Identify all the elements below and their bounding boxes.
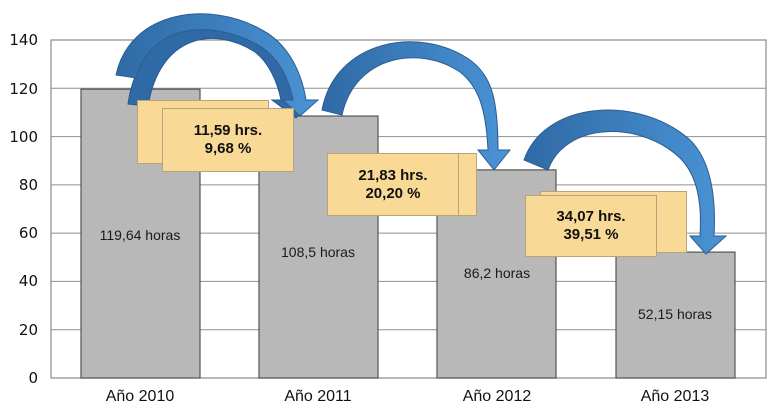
y-tick: 20 (18, 321, 38, 339)
x-tick: Año 2010 (105, 388, 175, 405)
arrows (115, 13, 728, 255)
y-tick: 80 (18, 176, 38, 194)
arrow-2011-2012-icon (321, 41, 512, 171)
y-tick: 60 (18, 224, 38, 242)
arrow-2012-2013-icon (523, 109, 728, 255)
bar-value-label: 108,5 horas (281, 244, 355, 260)
x-tick: Año 2012 (462, 388, 532, 405)
callout-percent: 39,51 % (563, 226, 619, 243)
callout-hours: 21,83 hrs. (358, 166, 428, 184)
callout-hours: 34,07 hrs. (556, 208, 626, 225)
x-tick: Año 2013 (640, 388, 710, 405)
y-tick: 40 (18, 272, 38, 290)
y-tick: 120 (9, 80, 38, 98)
bar (615, 251, 736, 379)
callout-percent: 20,20 % (365, 184, 421, 202)
y-tick: 100 (9, 128, 38, 146)
bar-value-label: 86,2 horas (463, 265, 531, 281)
bar-value-label: 52,15 horas (638, 306, 712, 322)
y-tick: 140 (9, 31, 38, 49)
callout-percent: 9,68 % (204, 140, 252, 157)
callout-hours: 11,59 hrs. (193, 122, 263, 139)
bar-value-label: 119,64 horas (99, 227, 181, 243)
y-tick: 0 (28, 369, 38, 387)
x-tick: Año 2011 (284, 388, 352, 405)
arrow-2010-2011-icon (115, 13, 320, 117)
